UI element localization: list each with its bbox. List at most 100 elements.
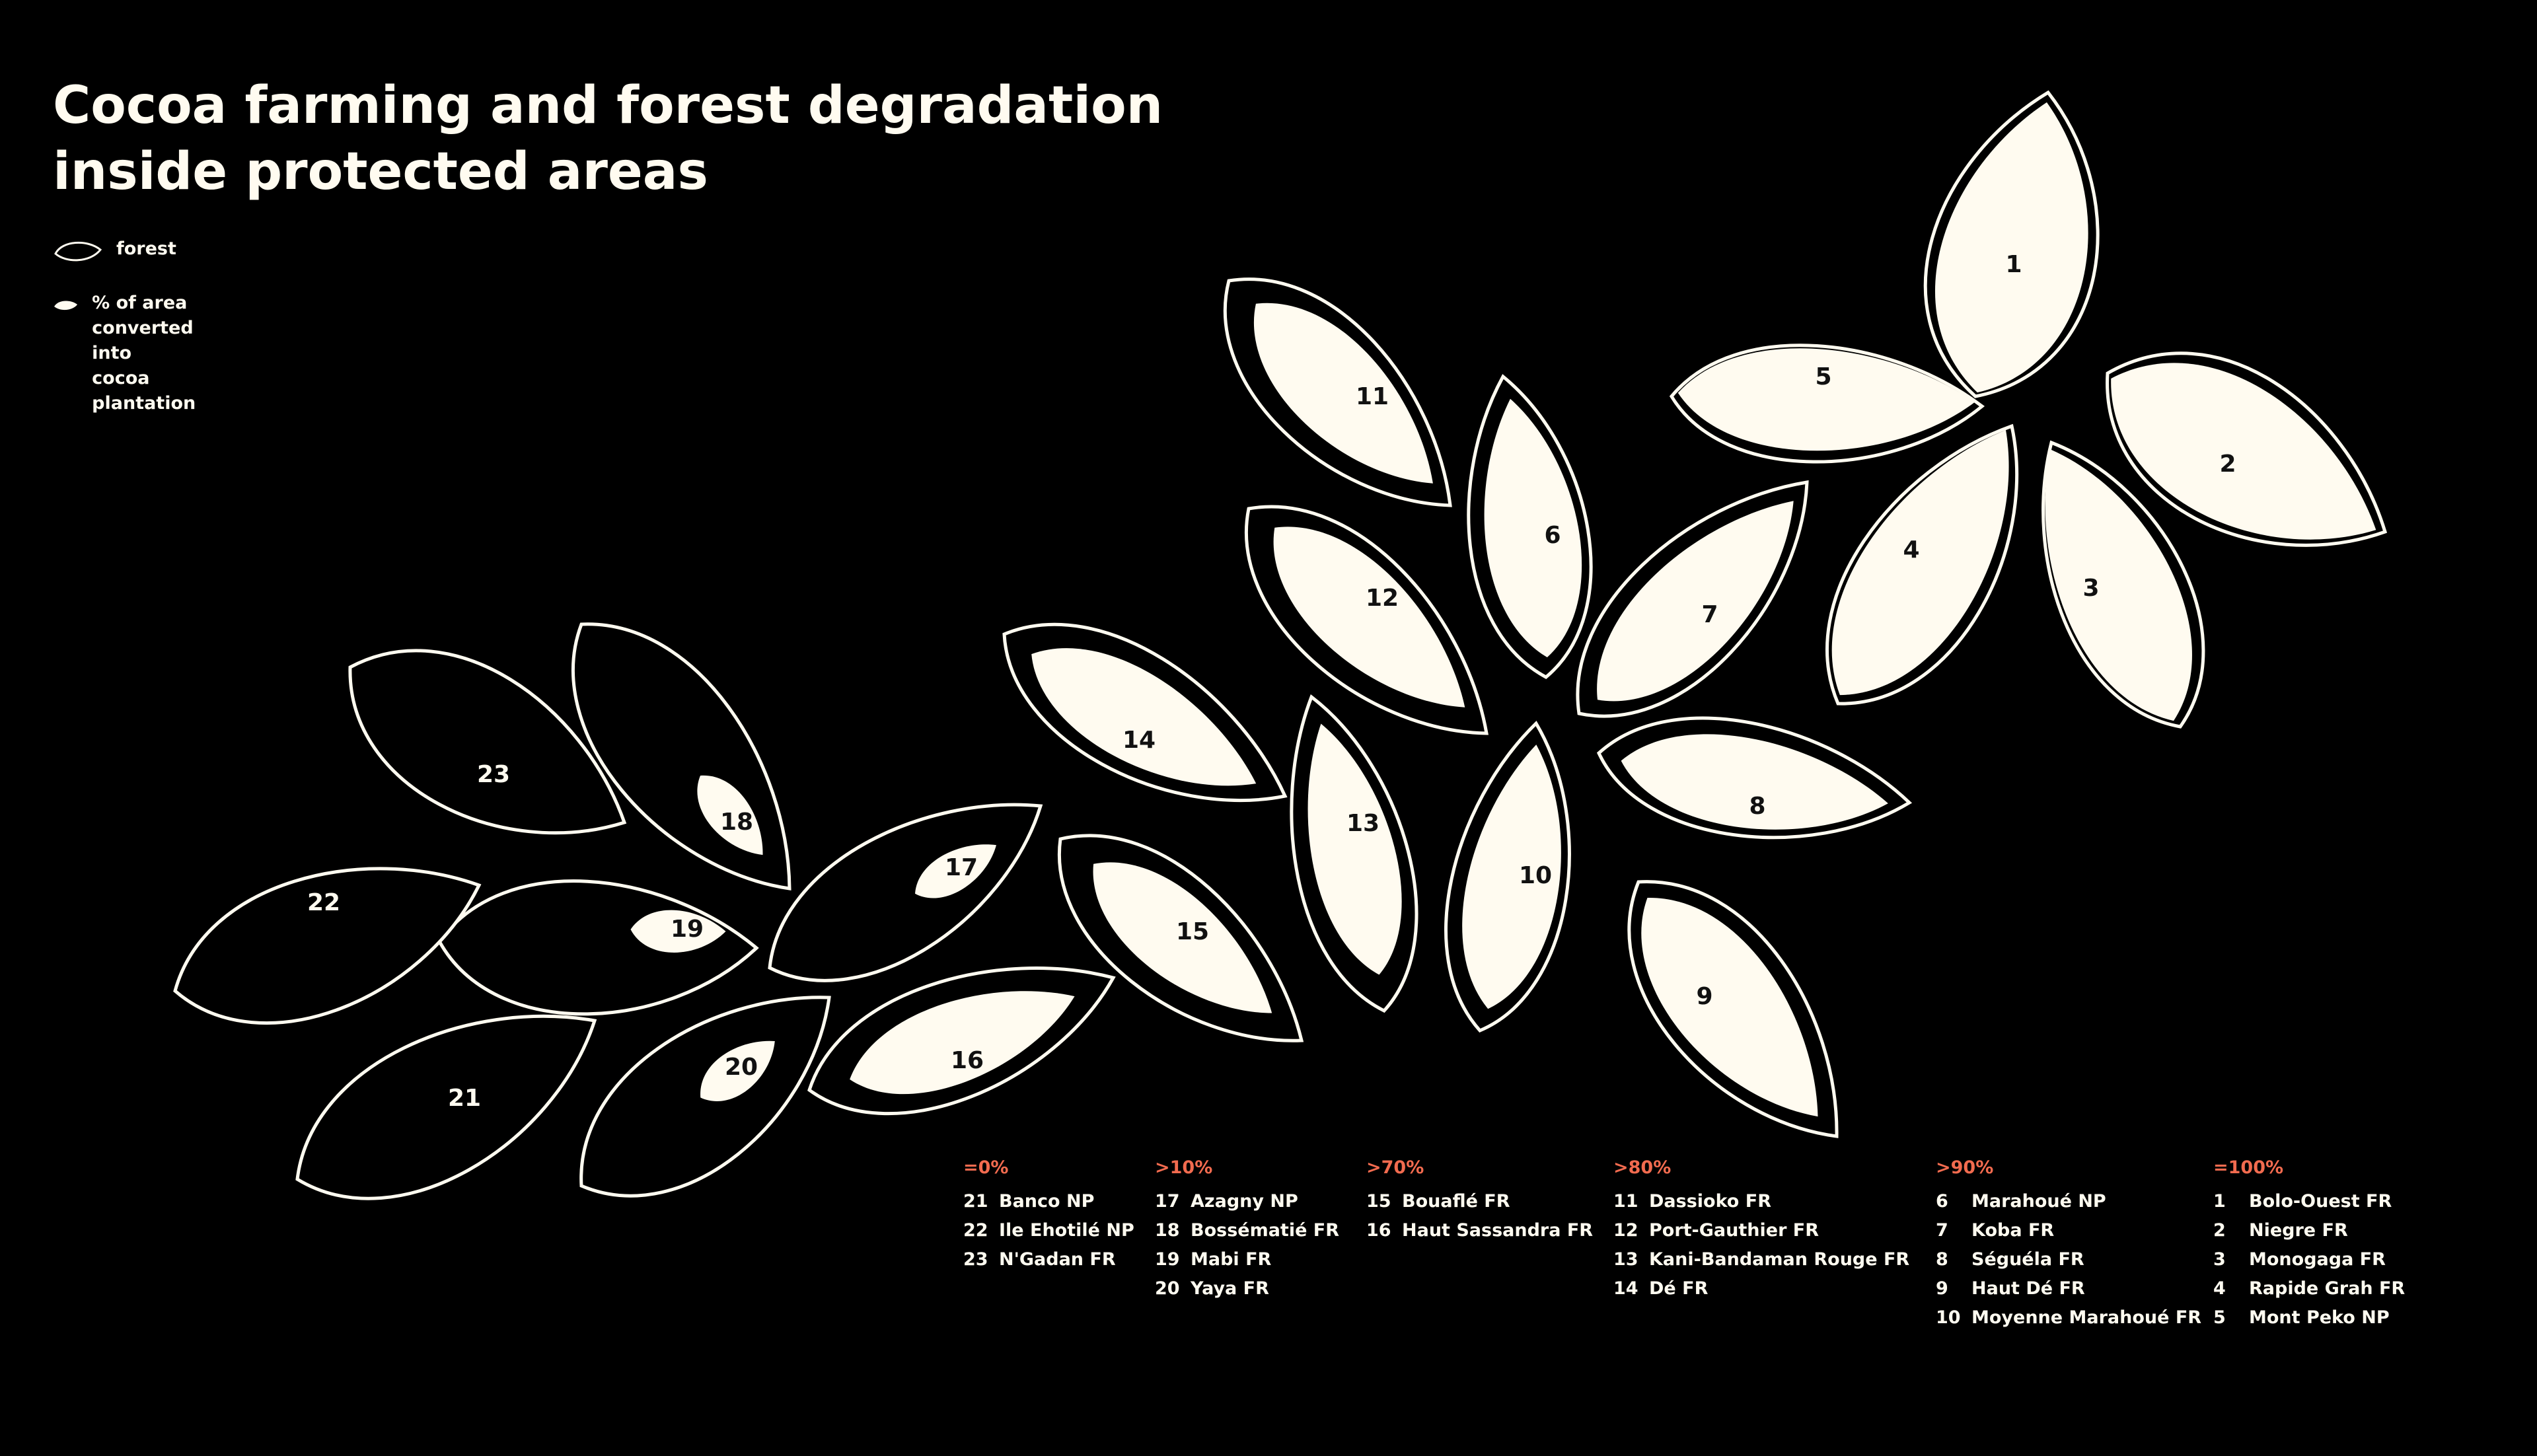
list-item: 2 Niegre FR (2213, 1216, 2405, 1245)
leaf-14: 14 (1002, 622, 1288, 803)
item-num: 10 (1936, 1307, 1961, 1328)
cocoa-area (630, 910, 726, 953)
leaf-number: 4 (1903, 536, 1919, 564)
item-num: 16 (1366, 1220, 1391, 1241)
list-item: 3 Monogaga FR (2213, 1245, 2405, 1274)
cocoa-area (915, 844, 996, 898)
leaf-number: 10 (1519, 862, 1552, 889)
list-item: 1 Bolo-Ouest FR (2213, 1187, 2405, 1216)
list-item: 14 Dé FR (1613, 1274, 1909, 1303)
cocoa-area (1677, 348, 1975, 451)
list-item: 17 Azagny NP (1155, 1187, 1339, 1216)
leaf-number: 1 (2005, 251, 2022, 278)
leaf-17: 17 (768, 803, 1043, 982)
leaf-5: 5 (1669, 344, 1985, 464)
category-2: >70% 15 Bouaflé FR 16 Haut Sassandra FR (1366, 1157, 1593, 1245)
item-name: N'Gadan FR (999, 1249, 1116, 1270)
cocoa-area (1641, 897, 1818, 1117)
category-label: >70% (1366, 1157, 1424, 1178)
item-name: Azagny NP (1191, 1191, 1298, 1212)
category-label: =100% (2213, 1157, 2284, 1178)
list-item: 7 Koba FR (1936, 1216, 2201, 1245)
item-name: Koba FR (1971, 1220, 2055, 1241)
item-num: 13 (1613, 1249, 1638, 1270)
title-line-1: Cocoa farming and forest degradation (53, 76, 1163, 135)
leaf-22: 22 (173, 867, 482, 1025)
leaf-number: 3 (2082, 575, 2099, 602)
category-4: >90% 6 Marahoué NP 7 Koba FR 8 Séguéla FR 9… (1936, 1157, 2201, 1332)
leaf-number: 16 (951, 1047, 984, 1074)
item-num: 12 (1613, 1220, 1638, 1241)
list-item: 11 Dassioko FR (1613, 1187, 1909, 1216)
list-item: 16 Haut Sassandra FR (1366, 1216, 1593, 1245)
leaf-number: 12 (1366, 585, 1399, 612)
item-name: Niegre FR (2249, 1220, 2348, 1241)
item-num: 18 (1155, 1220, 1180, 1241)
cocoa-area (700, 1040, 775, 1101)
item-name: Marahoué NP (1971, 1191, 2106, 1212)
item-name: Mont Peko NP (2249, 1307, 2390, 1328)
category-label: >10% (1155, 1157, 1213, 1178)
list-item: 4 Rapide Grah FR (2213, 1274, 2405, 1303)
list-item: 5 Mont Peko NP (2213, 1303, 2405, 1332)
item-num: 9 (1936, 1278, 1948, 1299)
cocoa-area (2045, 449, 2192, 721)
item-num: 22 (963, 1220, 988, 1241)
item-num: 20 (1155, 1278, 1180, 1299)
item-name: Moyenne Marahoué FR (1971, 1307, 2202, 1328)
cocoa-leaf-icon (54, 301, 78, 310)
leaf-11: 11 (1223, 277, 1452, 507)
legend-forest: forest (53, 237, 176, 266)
item-name: Haut Dé FR (1971, 1278, 2085, 1299)
legend-converted-line-1: % of area converted into (92, 293, 194, 363)
leaf-number: 19 (671, 916, 704, 943)
item-num: 21 (963, 1191, 988, 1212)
leaf-number: 11 (1356, 383, 1389, 410)
leaf-number: 18 (720, 809, 753, 836)
item-name: Mabi FR (1191, 1249, 1272, 1270)
leaf-1: 1 (1923, 90, 2100, 398)
leaf-number: 6 (1544, 522, 1561, 549)
cocoa-area (1031, 648, 1257, 786)
cocoa-area (850, 991, 1075, 1095)
category-label: >90% (1936, 1157, 1994, 1178)
forest-outline (295, 1014, 597, 1200)
item-num: 11 (1613, 1191, 1638, 1212)
leaf-18: 18 (571, 622, 791, 891)
leaf-2: 2 (2106, 351, 2388, 547)
leaf-number: 17 (945, 854, 978, 881)
item-name: Bolo-Ouest FR (2249, 1191, 2392, 1212)
leaf-8: 8 (1596, 716, 1913, 840)
forest-outline (173, 867, 482, 1025)
legend-forest-label: forest (116, 238, 176, 259)
category-5: =100% 1 Bolo-Ouest FR 2 Niegre FR 3 Monogag… (2213, 1157, 2405, 1332)
title-line-2: inside protected areas (53, 142, 708, 201)
cocoa-area (697, 775, 763, 855)
list-item: 15 Bouaflé FR (1366, 1187, 1593, 1216)
item-num: 19 (1155, 1249, 1180, 1270)
item-name: Ile Ehotilé NP (999, 1220, 1134, 1241)
item-num: 23 (963, 1249, 988, 1270)
item-num: 5 (2213, 1307, 2226, 1328)
leaf-3: 3 (2041, 440, 2205, 729)
cocoa-area (1273, 527, 1465, 708)
cocoa-area (1307, 723, 1402, 975)
cocoa-area (2111, 363, 2376, 540)
leaf-number: 14 (1122, 727, 1156, 754)
leaf-20: 20 (579, 996, 831, 1198)
leaf-number: 8 (1749, 793, 1765, 820)
category-label: =0% (963, 1157, 1009, 1178)
cocoa-area (1597, 501, 1794, 702)
list-item: 6 Marahoué NP (1936, 1187, 2201, 1216)
legend-converted-label: % of area converted into cocoa plantatio… (92, 291, 220, 416)
leaf-number: 5 (1815, 363, 1831, 390)
item-num: 17 (1155, 1191, 1180, 1212)
forest-outline (348, 649, 627, 835)
item-num: 15 (1366, 1191, 1391, 1212)
item-num: 8 (1936, 1249, 1948, 1270)
item-num: 1 (2213, 1191, 2226, 1212)
leaf-number: 9 (1696, 983, 1712, 1010)
item-name: Monogaga FR (2249, 1249, 2386, 1270)
leaf-number: 22 (307, 889, 340, 916)
